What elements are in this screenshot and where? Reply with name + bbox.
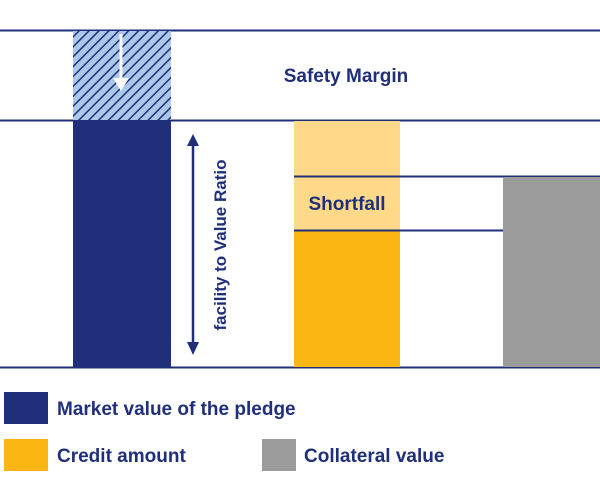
legend-swatch-credit xyxy=(4,439,48,471)
legend-swatch-pledge xyxy=(4,392,48,424)
ratio-label: facility to Value Ratio xyxy=(211,160,230,331)
legend-label-credit: Credit amount xyxy=(57,446,186,467)
double-arrow-icon xyxy=(187,134,199,355)
legend-label-pledge: Market value of the pledge xyxy=(57,399,296,420)
shortfall-label: Shortfall xyxy=(308,194,385,215)
legend: Market value of the pledge Credit amount… xyxy=(4,392,444,471)
legend-swatch-collateral xyxy=(262,439,296,471)
safety-margin-label: Safety Margin xyxy=(284,66,409,87)
legend-label-collateral: Collateral value xyxy=(304,446,444,467)
credit-amount-bar xyxy=(294,230,400,367)
collateral-value-bar xyxy=(503,177,600,367)
arrow-down-icon xyxy=(113,34,129,91)
credit-light-segment xyxy=(294,121,400,177)
pledge-value-bar xyxy=(73,121,171,367)
credit-shortfall-segment xyxy=(294,177,400,230)
